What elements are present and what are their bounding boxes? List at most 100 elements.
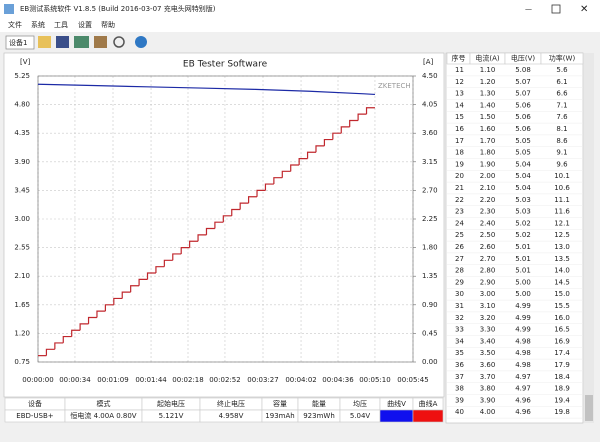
y2-tick-label: 0.90	[422, 301, 438, 309]
log-cell: 5.03	[515, 208, 531, 216]
scrollbar[interactable]	[584, 53, 594, 423]
current-step	[298, 158, 308, 165]
log-cell: 5.07	[515, 90, 531, 98]
device-label: 设备1	[9, 38, 27, 47]
y2-tick-label: 3.15	[422, 158, 438, 166]
menu-item[interactable]: 工具	[54, 21, 68, 29]
y2-tick-label: 1.80	[422, 244, 438, 252]
log-cell: 6.6	[556, 90, 568, 98]
current-step	[205, 227, 215, 235]
log-header: 电压(V)	[511, 54, 536, 63]
y-tick-label: 5.25	[14, 72, 30, 80]
y-tick-label: 3.90	[14, 158, 30, 166]
log-cell: 16.9	[554, 337, 570, 345]
current-step	[121, 291, 131, 299]
log-cell: 25	[455, 231, 464, 239]
device-select[interactable]	[5, 35, 35, 50]
log-cell: 3.50	[480, 349, 496, 357]
log-cell: 3.10	[480, 302, 496, 310]
log-cell: 3.70	[480, 373, 496, 381]
menu-item[interactable]: 系统	[31, 20, 45, 29]
current-step	[306, 151, 316, 159]
log-cell: 5.04	[515, 184, 531, 192]
log-cell: 5.00	[515, 290, 531, 298]
log-cell: 15.0	[554, 290, 570, 298]
chart-icon[interactable]	[74, 36, 89, 48]
scroll-thumb[interactable]	[585, 395, 593, 421]
log-cell: 19	[455, 160, 464, 168]
y2-tick-label: 0.00	[422, 358, 438, 366]
log-cell: 1.60	[480, 125, 496, 133]
menu-item[interactable]: 帮助	[101, 20, 115, 29]
log-cell: 7.1	[556, 101, 567, 109]
log-cell: 4.99	[515, 326, 531, 334]
log-cell: 4.96	[515, 408, 531, 416]
log-cell: 8.6	[556, 137, 568, 145]
current-step	[96, 310, 106, 318]
search-icon[interactable]	[113, 36, 125, 48]
log-cell: 15.5	[554, 302, 570, 310]
log-cell: 5.01	[515, 267, 531, 275]
open-icon[interactable]	[38, 36, 51, 48]
current-step	[54, 342, 64, 350]
menu-bar	[0, 18, 600, 32]
log-cell: 2.70	[480, 255, 496, 263]
log-cell: 32	[455, 314, 464, 322]
log-cell: 18	[455, 149, 464, 157]
log-header: 电流(A)	[475, 54, 500, 63]
x-tick-label: 00:03:27	[247, 376, 278, 384]
save-icon[interactable]	[56, 36, 69, 48]
log-cell: 21	[455, 184, 464, 192]
log-cell: 15	[455, 113, 464, 121]
voltage-line	[37, 83, 375, 96]
summary-value: 5.04V	[350, 412, 371, 420]
log-cell: 34	[455, 337, 464, 345]
maximize-button[interactable]	[551, 4, 561, 14]
x-tick-label: 00:00:34	[59, 376, 91, 384]
log-cell: 11.1	[554, 196, 570, 204]
log-cell: 3.90	[480, 396, 496, 404]
current-step	[189, 240, 199, 248]
y-tick-label: 1.65	[14, 301, 30, 309]
summary-value: 4.958V	[219, 412, 244, 420]
current-step	[264, 183, 274, 191]
log-cell: 3.40	[480, 337, 496, 345]
current-step	[256, 189, 266, 197]
y2-tick-label: 4.05	[422, 101, 438, 109]
menu-item[interactable]: 文件	[8, 20, 22, 29]
current-step	[138, 278, 148, 286]
close-button[interactable]: ✕	[580, 4, 588, 15]
log-cell: 5.05	[515, 137, 531, 145]
current-step	[197, 234, 207, 242]
current-step	[222, 215, 232, 223]
log-cell: 36	[455, 361, 464, 369]
log-cell: 2.00	[480, 172, 496, 180]
menu-item[interactable]: 设置	[78, 20, 92, 29]
log-cell: 1.40	[480, 101, 496, 109]
summary-value: EBD-USB+	[16, 412, 54, 420]
log-cell: 38	[455, 385, 464, 393]
info-icon[interactable]	[135, 36, 147, 48]
y-axis-label: [V]	[20, 58, 31, 66]
log-cell: 3.20	[480, 314, 496, 322]
log-cell: 28	[455, 267, 464, 275]
log-cell: 4.98	[515, 337, 531, 345]
title-bar	[0, 0, 600, 18]
log-cell: 2.50	[480, 231, 496, 239]
current-step	[155, 266, 165, 274]
log-cell: 35	[455, 349, 464, 357]
log-cell: 2.90	[480, 278, 496, 286]
log-cell: 4.00	[480, 408, 496, 416]
current-step	[62, 335, 72, 343]
summary-value: 恒电流 4.00A 0.80V	[70, 411, 136, 420]
current-step	[214, 221, 224, 229]
minimize-button[interactable]: —	[525, 5, 532, 13]
log-cell: 13.5	[554, 255, 570, 263]
log-cell: 2.10	[480, 184, 496, 192]
log-cell: 2.30	[480, 208, 496, 216]
current-step	[231, 208, 241, 216]
log-cell: 4.99	[515, 314, 531, 322]
log-cell: 9.1	[556, 149, 567, 157]
tools-icon[interactable]	[94, 36, 107, 48]
summary-cell	[379, 409, 414, 423]
